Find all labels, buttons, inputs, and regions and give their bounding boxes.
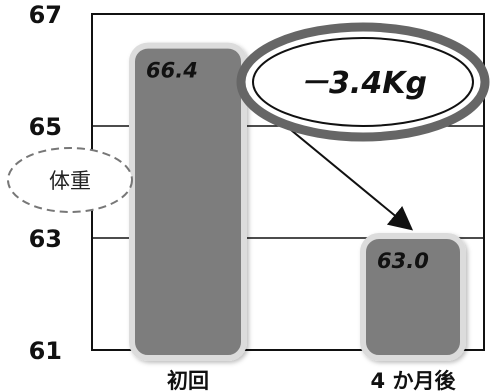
y-tick-label: 65 — [29, 113, 62, 141]
y-tick-label: 63 — [29, 225, 62, 253]
bars: 66.4 63.0 — [129, 42, 466, 361]
x-category-label: 初回 — [167, 369, 209, 392]
x-category-label: 4 か月後 — [371, 369, 457, 392]
bar — [129, 42, 247, 361]
y-axis-label: 体重 — [49, 169, 91, 193]
bar — [360, 233, 466, 361]
annotation-ellipse-inner — [252, 37, 474, 127]
y-tick-label: 67 — [29, 1, 62, 29]
ylabel-ellipse — [7, 147, 133, 213]
data-label: 66.4 — [146, 59, 198, 83]
y-tick-labels: 61 63 65 67 — [29, 1, 62, 365]
difference-annotation: －3.4Kg — [299, 66, 427, 101]
y-tick-label: 61 — [29, 337, 62, 365]
data-label: 63.0 — [377, 249, 429, 273]
x-category-labels: 初回 4 か月後 — [167, 369, 456, 392]
